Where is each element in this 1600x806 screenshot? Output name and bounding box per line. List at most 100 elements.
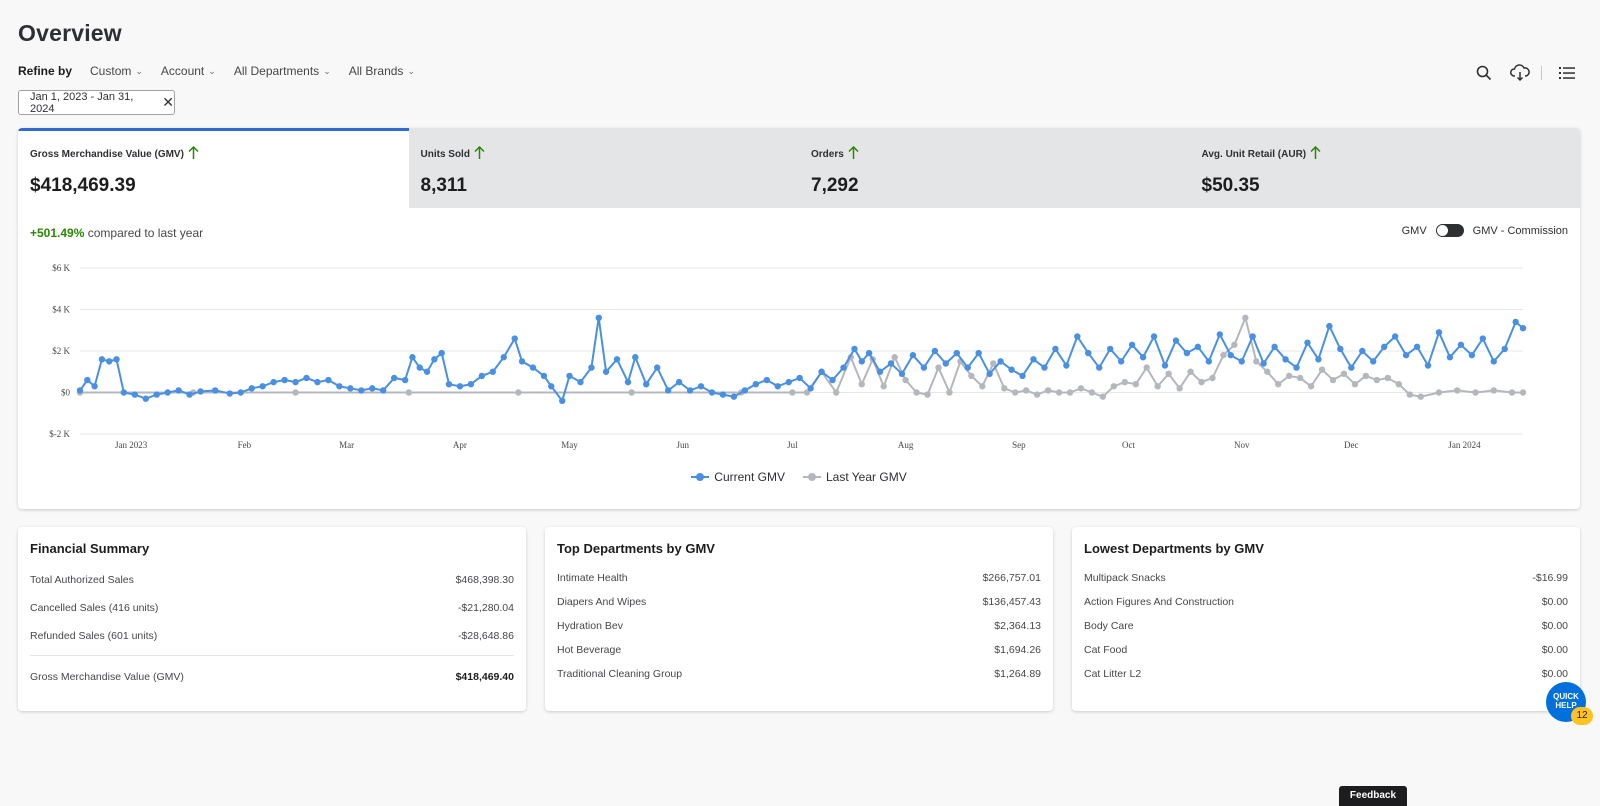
metric-tab-gmv[interactable]: Gross Merchandise Value (GMV) $418,469.3…	[18, 128, 409, 208]
data-point-last-year-gmv	[1165, 370, 1172, 378]
legend-marker-last-year	[802, 472, 821, 482]
data-point-current-gmv	[741, 387, 749, 394]
search-icon[interactable]	[1473, 62, 1495, 84]
y-tick-label: $2 K	[52, 346, 70, 356]
metric-tab-aur[interactable]: Avg. Unit Retail (AUR) $50.35	[1189, 128, 1580, 208]
x-tick-label: Sep	[1012, 440, 1026, 450]
filter-brands[interactable]: All Brands ⌄	[349, 64, 415, 78]
data-point-last-year-gmv	[1209, 374, 1216, 382]
compare-percent: +501.49%	[30, 226, 85, 240]
row-label: Cancelled Sales (416 units)	[30, 602, 159, 614]
metric-tabs: Gross Merchandise Value (GMV) $418,469.3…	[18, 128, 1580, 208]
data-point-last-year-gmv	[1490, 387, 1497, 394]
data-point-current-gmv	[664, 387, 672, 394]
data-point-current-gmv	[518, 358, 526, 365]
data-point-current-gmv	[409, 354, 416, 361]
data-point-current-gmv	[325, 376, 332, 384]
list-icon[interactable]	[1556, 62, 1578, 84]
filter-departments[interactable]: All Departments ⌄	[234, 64, 331, 78]
data-point-current-gmv	[369, 385, 376, 392]
data-point-current-gmv	[1380, 343, 1388, 351]
filter-account-label: Account	[160, 64, 205, 78]
legend-label-current: Current GMV	[714, 470, 785, 484]
data-point-last-year-gmv	[946, 389, 953, 396]
total-row: Gross Merchandise Value (GMV) $418,469.40	[30, 663, 514, 691]
x-tick-label: May	[561, 440, 578, 450]
data-point-current-gmv	[1304, 339, 1311, 346]
arrow-up-icon	[848, 145, 859, 162]
metric-tab-orders[interactable]: Orders 7,292	[799, 128, 1190, 208]
data-point-current-gmv	[423, 368, 431, 375]
data-point-last-year-gmv	[1307, 383, 1315, 390]
data-point-current-gmv	[909, 351, 917, 359]
data-point-current-gmv	[818, 368, 825, 375]
list-item: Action Figures And Construction $0.00	[1084, 590, 1568, 614]
data-point-last-year-gmv	[1508, 389, 1516, 396]
data-point-current-gmv	[237, 389, 244, 396]
data-point-last-year-gmv	[1088, 389, 1096, 396]
data-point-last-year-gmv	[1132, 381, 1139, 388]
data-point-current-gmv	[865, 349, 873, 357]
list-item: Cat Food $0.00	[1084, 638, 1568, 662]
data-point-current-gmv	[840, 364, 847, 371]
legend-item-current[interactable]: Current GMV	[691, 470, 785, 484]
refine-label: Refine by	[18, 64, 73, 78]
feedback-button[interactable]: Feedback	[1339, 786, 1407, 806]
data-point-current-gmv	[1216, 331, 1223, 338]
data-point-current-gmv	[752, 381, 760, 388]
data-point-current-gmv	[1293, 364, 1300, 371]
toggle-label-gmv: GMV	[1401, 224, 1427, 237]
data-point-current-gmv	[785, 378, 792, 386]
row-label: Diapers And Wipes	[557, 596, 647, 608]
data-point-current-gmv	[416, 364, 423, 371]
data-point-current-gmv	[1370, 358, 1377, 365]
data-point-current-gmv	[730, 393, 738, 400]
data-point-last-year-gmv	[1454, 387, 1461, 394]
data-point-current-gmv	[942, 360, 949, 367]
x-tick-label: Aug	[898, 440, 914, 450]
data-point-last-year-gmv	[1384, 374, 1392, 382]
legend-item-last-year[interactable]: Last Year GMV	[802, 470, 907, 484]
filter-account[interactable]: Account ⌄	[161, 64, 216, 78]
data-point-current-gmv	[1019, 372, 1026, 380]
row-value: $0.00	[1541, 596, 1568, 608]
data-point-current-gmv	[1260, 360, 1267, 367]
close-icon[interactable]: ✕	[162, 94, 174, 110]
data-point-current-gmv	[314, 378, 321, 386]
x-tick-label: Nov	[1234, 440, 1250, 450]
x-tick-label: Oct	[1122, 440, 1135, 450]
data-point-current-gmv	[1150, 333, 1158, 340]
data-point-current-gmv	[595, 314, 602, 321]
data-point-current-gmv	[281, 376, 288, 384]
data-point-current-gmv	[197, 388, 204, 395]
x-tick-label: Feb	[238, 440, 252, 450]
data-point-last-year-gmv	[803, 389, 811, 396]
data-point-current-gmv	[986, 370, 993, 378]
data-point-current-gmv	[1479, 335, 1487, 342]
row-value: -$16.99	[1532, 572, 1568, 584]
data-point-last-year-gmv	[405, 389, 412, 396]
data-point-last-year-gmv	[858, 381, 865, 388]
row-label: Hot Beverage	[557, 644, 622, 656]
data-point-current-gmv	[1096, 364, 1103, 371]
gmv-commission-toggle[interactable]	[1435, 224, 1464, 237]
data-point-current-gmv	[588, 364, 595, 371]
date-range-chip: Jan 1, 2023 - Jan 31, 2024 ✕	[18, 90, 175, 115]
metric-tab-units-sold[interactable]: Units Sold 8,311	[408, 128, 799, 208]
data-point-last-year-gmv	[1406, 391, 1413, 398]
data-point-last-year-gmv	[1231, 341, 1238, 348]
filter-custom[interactable]: Custom ⌄	[90, 64, 143, 78]
data-point-current-gmv	[898, 370, 906, 378]
cloud-download-icon[interactable]	[1509, 62, 1531, 84]
data-point-current-gmv	[1117, 358, 1125, 365]
data-point-last-year-gmv	[1264, 368, 1271, 375]
card-title: Top Departments by GMV	[557, 541, 715, 556]
data-point-current-gmv	[142, 395, 149, 402]
data-point-current-gmv	[964, 364, 971, 371]
data-point-current-gmv	[270, 378, 277, 386]
row-label: Body Care	[1084, 620, 1134, 632]
row-label: Total Authorized Sales	[30, 574, 134, 586]
data-point-current-gmv	[380, 387, 387, 394]
data-point-current-gmv	[303, 374, 310, 382]
data-point-current-gmv	[643, 381, 650, 388]
